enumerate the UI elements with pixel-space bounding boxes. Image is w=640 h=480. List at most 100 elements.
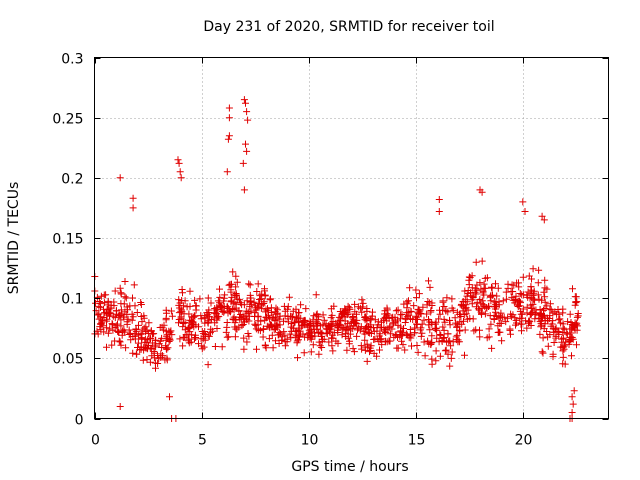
data-point (369, 308, 376, 316)
data-point (100, 291, 108, 299)
data-point (242, 99, 249, 107)
data-point (367, 330, 375, 337)
data-point (354, 303, 362, 311)
data-point (449, 306, 457, 314)
data-point (284, 303, 292, 311)
data-point (485, 303, 492, 310)
data-point (124, 306, 131, 314)
data-point (342, 323, 350, 331)
data-point (452, 319, 460, 327)
data-point (569, 324, 577, 332)
data-point (304, 330, 312, 338)
data-point (104, 297, 112, 305)
data-point (229, 268, 237, 276)
data-point (444, 308, 452, 316)
data-point (485, 333, 493, 341)
data-point (210, 309, 218, 317)
data-point (428, 332, 436, 340)
data-point (426, 283, 434, 291)
data-point (460, 317, 467, 325)
data-point (465, 281, 473, 289)
data-point (218, 343, 226, 351)
data-point (103, 317, 110, 325)
data-point (534, 291, 542, 299)
data-point (196, 295, 204, 303)
data-point (560, 345, 568, 353)
data-point (300, 349, 308, 357)
data-point (411, 329, 419, 337)
data-point (473, 281, 481, 289)
data-point (468, 284, 476, 292)
data-point (198, 342, 206, 350)
data-point (350, 322, 358, 330)
data-point (176, 299, 184, 307)
data-point (294, 354, 301, 362)
data-point (448, 295, 456, 303)
data-point (254, 280, 262, 288)
data-point (260, 298, 268, 306)
data-point (121, 293, 129, 301)
x-tick-label: 10 (301, 433, 319, 449)
data-point (439, 334, 447, 342)
data-point (554, 328, 562, 335)
data-point (307, 348, 315, 356)
data-point (500, 313, 508, 321)
data-point (305, 326, 313, 334)
data-point (252, 325, 260, 333)
data-point (151, 336, 159, 344)
data-point (254, 312, 262, 320)
data-point (240, 186, 248, 194)
data-point (297, 301, 305, 309)
data-point (569, 335, 577, 343)
data-point (325, 338, 333, 346)
data-point (284, 318, 292, 326)
data-point (376, 346, 383, 354)
data-point (412, 312, 420, 320)
data-point (228, 305, 236, 313)
data-point (192, 302, 200, 310)
data-point (539, 349, 547, 357)
data-point (401, 346, 409, 354)
data-point (498, 337, 506, 345)
data-point (516, 290, 524, 297)
data-point (129, 313, 137, 321)
data-point (478, 188, 486, 196)
data-point (415, 306, 423, 314)
data-point (204, 318, 212, 326)
data-point (158, 334, 166, 342)
data-point (426, 326, 434, 334)
data-point (127, 336, 135, 344)
data-point (103, 324, 111, 332)
data-point (346, 305, 354, 313)
data-point (117, 306, 125, 314)
data-point (439, 307, 447, 314)
data-point (221, 291, 229, 299)
data-point (240, 345, 248, 353)
data-point (162, 316, 170, 324)
data-point (291, 333, 299, 341)
data-point (288, 320, 296, 327)
data-point (204, 361, 212, 369)
data-point (130, 281, 138, 289)
data-point (281, 312, 289, 320)
data-point (330, 302, 338, 310)
data-point (515, 279, 522, 287)
data-point (306, 318, 314, 326)
data-point (538, 296, 546, 304)
data-point (517, 310, 525, 318)
data-point (188, 321, 196, 328)
data-point (420, 316, 428, 324)
data-point (93, 293, 101, 301)
data-point (177, 314, 185, 322)
data-point (541, 276, 549, 284)
data-point (116, 311, 124, 319)
data-point (178, 308, 186, 316)
data-point (262, 308, 269, 316)
data-point (394, 344, 402, 352)
data-point (129, 204, 137, 212)
data-point (259, 333, 267, 341)
data-point (316, 328, 324, 336)
data-point (428, 355, 436, 363)
data-point (267, 304, 275, 312)
